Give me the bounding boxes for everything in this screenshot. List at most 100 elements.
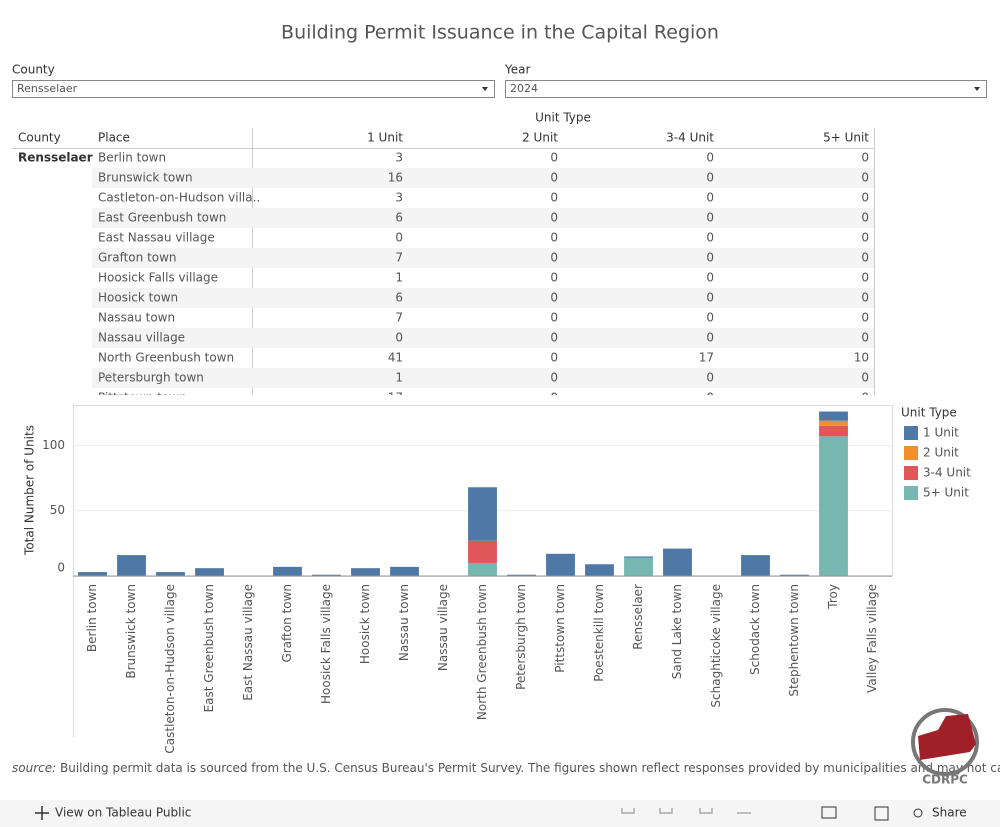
number-cell: 0: [861, 271, 869, 285]
place-cell: Hoosick town: [98, 291, 178, 305]
dropdown-value: Rensselaer: [17, 82, 78, 95]
column-header: County: [18, 131, 61, 145]
place-cell: Brunswick town: [98, 171, 193, 185]
place-cell: Berlin town: [98, 151, 166, 165]
number-cell: 17: [699, 351, 714, 365]
filter-label: County: [12, 63, 55, 77]
row-band: [92, 368, 874, 388]
number-cell: 0: [706, 171, 714, 185]
bar-segment: [819, 411, 848, 421]
legend-label: 5+ Unit: [923, 486, 969, 500]
dashboard-title: Building Permit Issuance in the Capital …: [281, 22, 719, 44]
number-cell: 0: [706, 331, 714, 345]
undo-icon[interactable]: [621, 808, 635, 814]
legend-swatch: [904, 466, 918, 480]
number-cell: 0: [861, 311, 869, 325]
x-tick-label: Castleton-on-Hudson village: [163, 584, 177, 754]
year-dropdown[interactable]: 2024: [505, 80, 987, 98]
number-cell: 3: [395, 151, 403, 165]
column-header: 5+ Unit: [823, 131, 869, 145]
view-button[interactable]: View on Tableau Public: [35, 806, 191, 821]
table: Unit Type Rensselaer Berlin town 3 0 0 0 Brun…: [12, 111, 875, 405]
number-cell: 0: [550, 171, 558, 185]
revert-icon[interactable]: [699, 808, 713, 814]
column-header: 1 Unit: [367, 131, 403, 145]
number-cell: 0: [861, 191, 869, 205]
bar-segment: [585, 564, 614, 576]
fullscreen-icon[interactable]: [874, 806, 889, 821]
legend-label: 1 Unit: [923, 426, 959, 440]
number-cell: 7: [395, 251, 403, 265]
number-cell: 0: [550, 251, 558, 265]
place-cell: Pittstown town: [98, 391, 187, 405]
number-cell: 10: [854, 351, 869, 365]
number-cell: 0: [706, 271, 714, 285]
bar-segment: [156, 572, 185, 576]
place-cell: Nassau town: [98, 311, 175, 325]
column-header: Place: [98, 131, 130, 145]
number-cell: 0: [550, 331, 558, 345]
number-cell: 0: [706, 211, 714, 225]
bar-segment: [507, 574, 536, 576]
number-cell: 0: [861, 151, 869, 165]
logo: CDRPC: [911, 708, 979, 787]
bar-segment: [819, 420, 848, 426]
number-cell: 0: [395, 331, 403, 345]
logo-text: CDRPC: [922, 773, 968, 787]
bar-segment: [468, 562, 497, 576]
number-cell: 0: [550, 231, 558, 245]
bar-segment: [624, 556, 653, 558]
number-cell: 0: [861, 211, 869, 225]
legend-label: 3-4 Unit: [923, 466, 971, 480]
row-band: [92, 168, 874, 188]
legend-swatch: [904, 486, 918, 500]
bar-segment: [117, 555, 146, 576]
number-cell: 0: [550, 191, 558, 205]
bar-segment: [663, 548, 692, 576]
y-tick-label: 50: [50, 503, 65, 517]
number-cell: 0: [550, 211, 558, 225]
row-band: [92, 208, 874, 228]
county-dropdown[interactable]: Rensselaer: [12, 80, 495, 98]
bar-segment: [195, 568, 224, 576]
number-cell: 6: [395, 211, 403, 225]
number-cell: 0: [861, 291, 869, 305]
number-cell: 0: [706, 291, 714, 305]
x-tick-label: Troy: [826, 584, 840, 610]
bar-segment: [273, 566, 302, 576]
y-tick-label: 100: [42, 438, 65, 452]
number-cell: 0: [706, 311, 714, 325]
view-label: View on Tableau Public: [55, 806, 191, 820]
number-cell: 0: [550, 151, 558, 165]
column-header: 3-4 Unit: [666, 131, 714, 145]
number-cell: 0: [861, 391, 869, 405]
county-cell: Rensselaer: [18, 151, 93, 165]
number-cell: 0: [706, 391, 714, 405]
redo-icon[interactable]: [659, 808, 673, 814]
number-cell: 0: [550, 351, 558, 365]
share-button[interactable]: Share: [913, 806, 967, 820]
number-cell: 0: [706, 191, 714, 205]
bar-segment: [312, 574, 341, 576]
x-tick-label: Stephentown town: [787, 584, 801, 697]
number-cell: 17: [388, 391, 403, 405]
number-cell: 3: [395, 191, 403, 205]
number-cell: 0: [861, 371, 869, 385]
y-tick-label: 0: [57, 561, 65, 575]
number-cell: 1: [395, 271, 403, 285]
bar-segment: [819, 436, 848, 576]
number-cell: 7: [395, 311, 403, 325]
number-cell: 0: [706, 251, 714, 265]
bar-segment: [741, 555, 770, 576]
x-tick-label: Nassau village: [436, 584, 450, 671]
download-icon[interactable]: [821, 806, 837, 819]
place-cell: Castleton-on-Hudson villa..: [98, 191, 260, 205]
filter-label: Year: [504, 63, 530, 77]
bar-segment: [78, 572, 107, 576]
bar-segment: [351, 568, 380, 576]
x-tick-label: Hoosick town: [358, 584, 372, 664]
place-cell: Grafton town: [98, 251, 177, 265]
source-label: source:: [12, 761, 56, 775]
number-cell: 0: [550, 391, 558, 405]
